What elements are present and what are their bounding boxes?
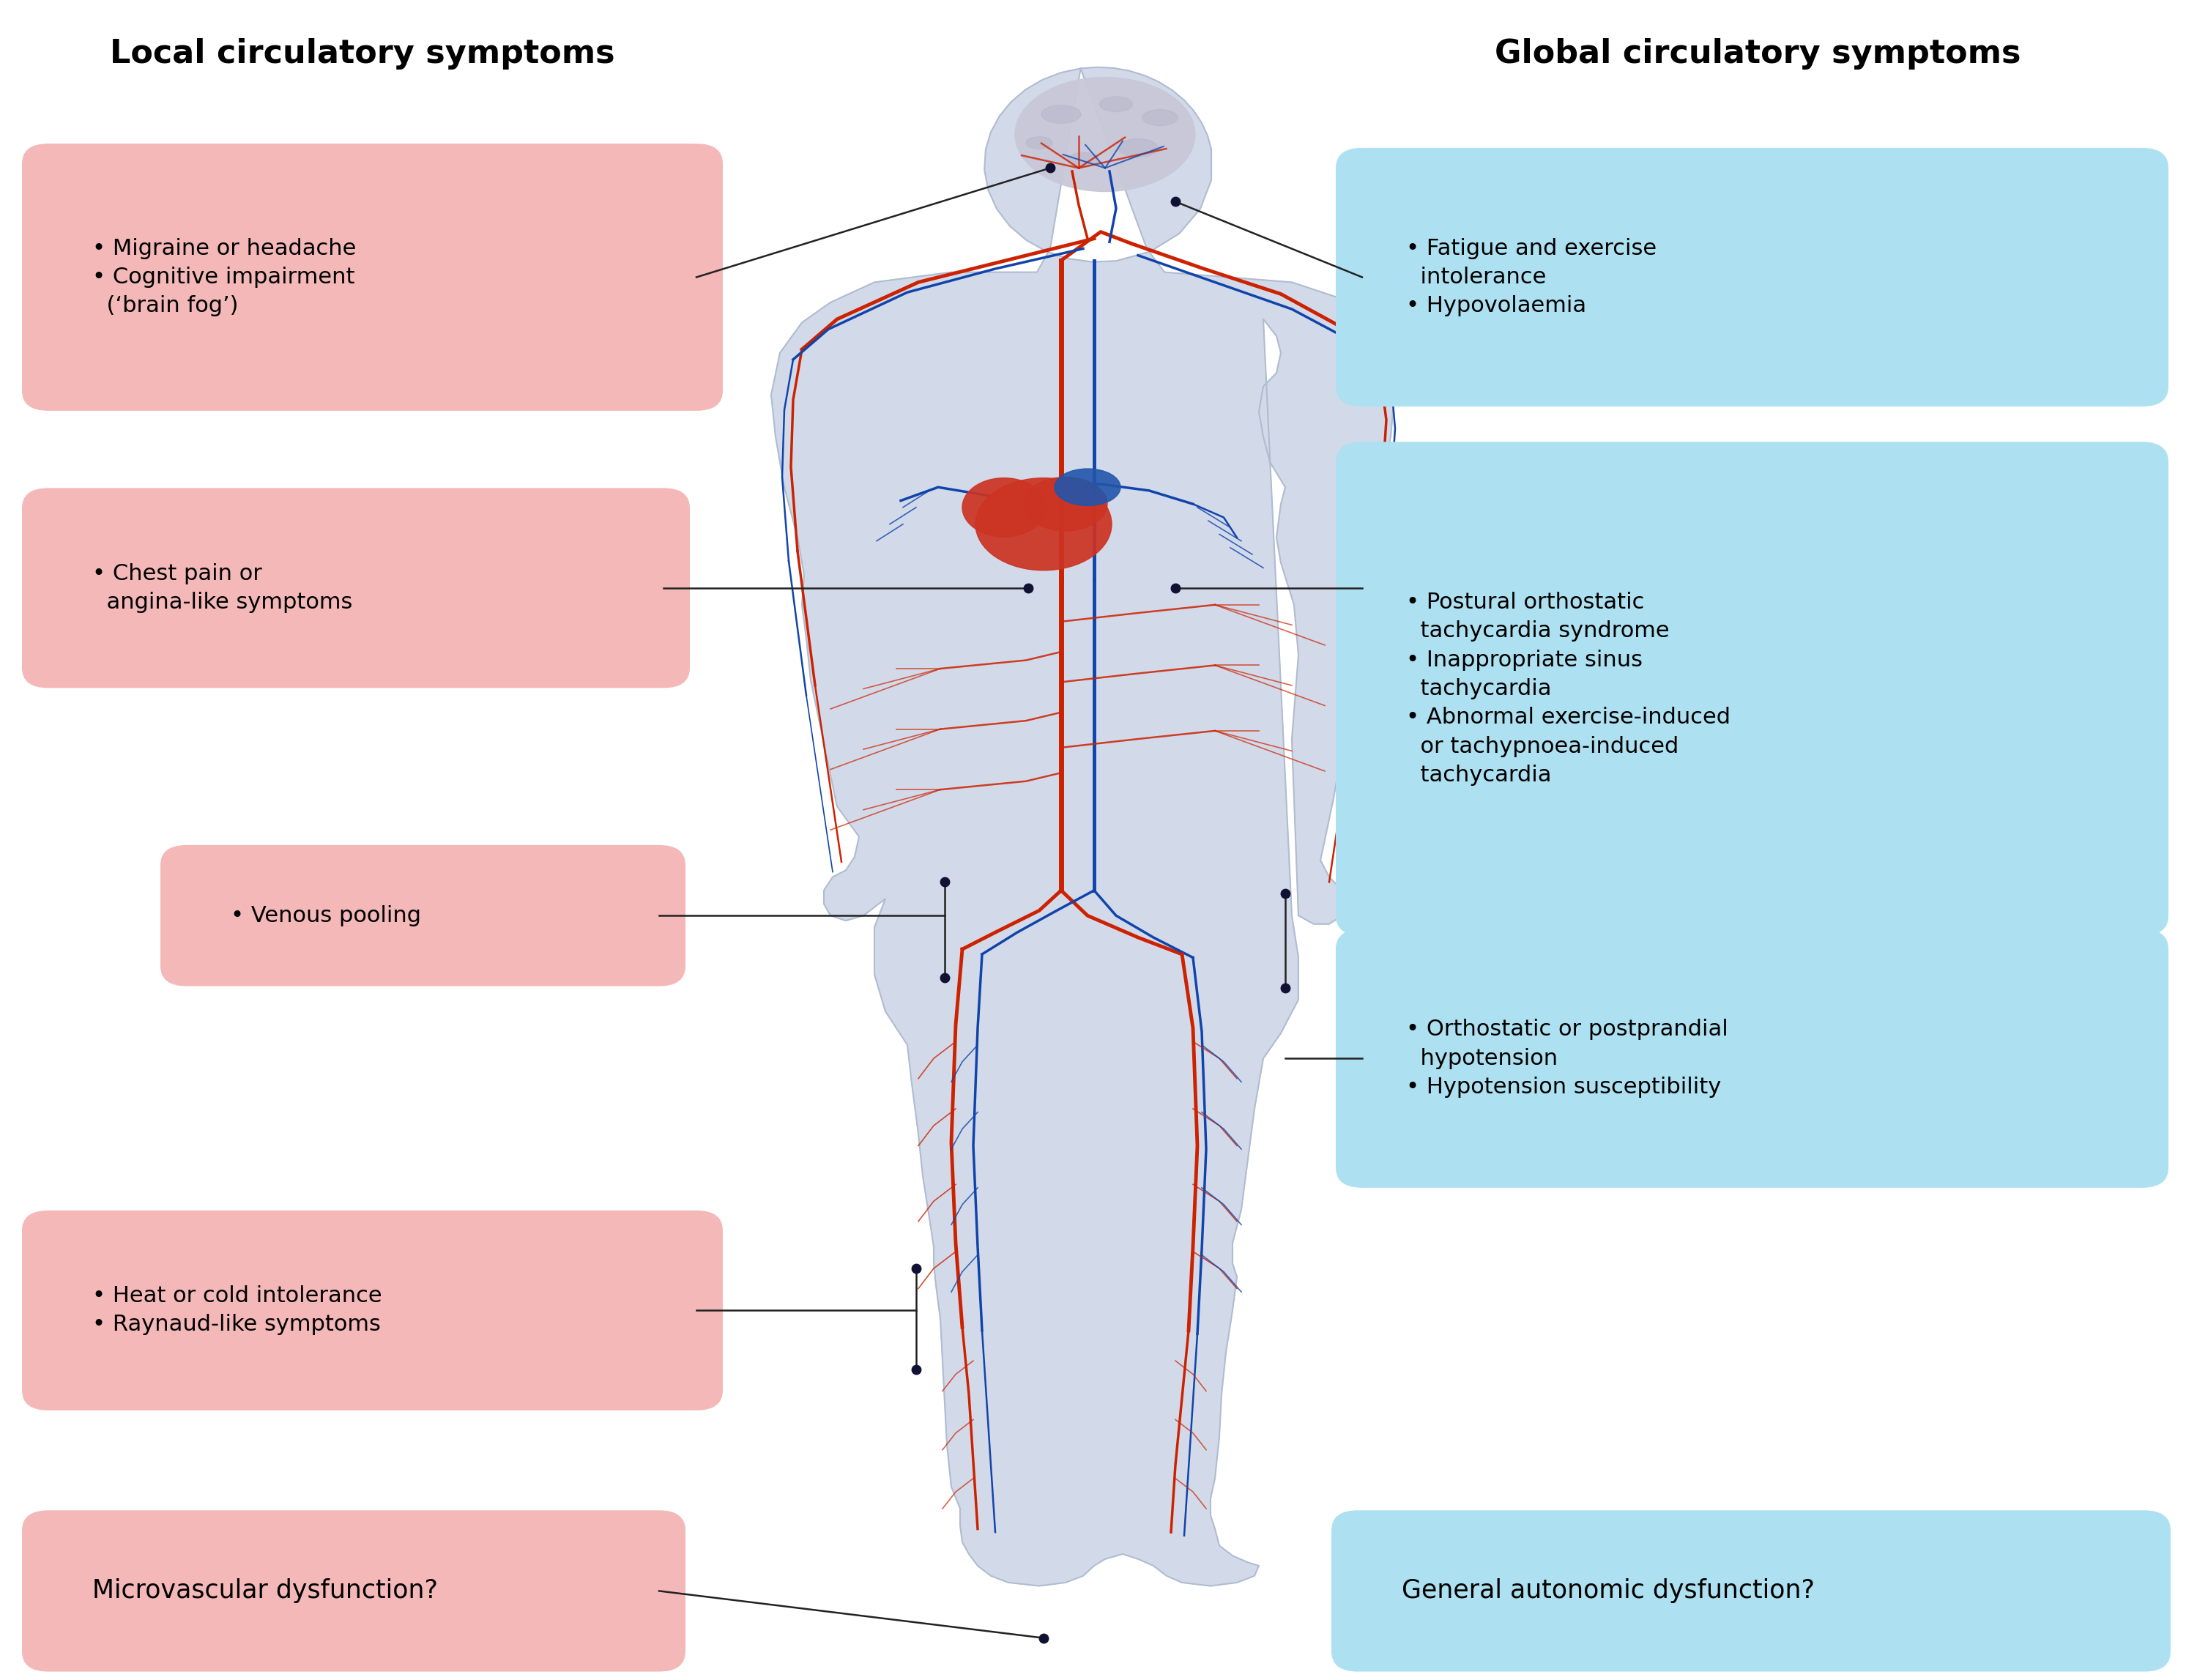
Ellipse shape [1068, 153, 1098, 166]
FancyBboxPatch shape [1336, 929, 2168, 1188]
FancyBboxPatch shape [22, 487, 690, 689]
Ellipse shape [962, 477, 1046, 536]
Text: • Postural orthostatic
  tachycardia syndrome
• Inappropriate sinus
  tachycardi: • Postural orthostatic tachycardia syndr… [1406, 591, 1731, 786]
Text: Microvascular dysfunction?: Microvascular dysfunction? [92, 1579, 437, 1603]
Ellipse shape [975, 477, 1112, 570]
FancyBboxPatch shape [22, 1510, 685, 1672]
FancyBboxPatch shape [1336, 442, 2168, 936]
FancyBboxPatch shape [1336, 148, 2168, 407]
Polygon shape [771, 67, 1395, 1586]
Ellipse shape [1118, 139, 1158, 156]
Text: Global circulatory symptoms: Global circulatory symptoms [1494, 39, 2021, 69]
Text: • Chest pain or
  angina-like symptoms: • Chest pain or angina-like symptoms [92, 563, 352, 613]
Ellipse shape [1026, 136, 1052, 150]
Ellipse shape [1024, 477, 1107, 531]
FancyBboxPatch shape [160, 845, 685, 986]
Text: • Heat or cold intolerance
• Raynaud-like symptoms: • Heat or cold intolerance • Raynaud-lik… [92, 1285, 382, 1336]
FancyBboxPatch shape [22, 144, 723, 410]
Text: Local circulatory symptoms: Local circulatory symptoms [110, 39, 615, 69]
Text: General autonomic dysfunction?: General autonomic dysfunction? [1402, 1579, 1815, 1603]
FancyBboxPatch shape [22, 1210, 723, 1411]
Ellipse shape [1041, 106, 1081, 123]
Text: • Migraine or headache
• Cognitive impairment
  (‘brain fog’): • Migraine or headache • Cognitive impai… [92, 239, 356, 316]
Ellipse shape [1098, 96, 1134, 111]
FancyBboxPatch shape [1331, 1510, 2171, 1672]
Text: • Fatigue and exercise
  intolerance
• Hypovolaemia: • Fatigue and exercise intolerance • Hyp… [1406, 239, 1657, 316]
Ellipse shape [1055, 469, 1120, 506]
Text: • Venous pooling: • Venous pooling [231, 906, 422, 926]
Ellipse shape [1015, 77, 1195, 192]
Ellipse shape [1142, 109, 1178, 126]
Text: • Orthostatic or postprandial
  hypotension
• Hypotension susceptibility: • Orthostatic or postprandial hypotensio… [1406, 1020, 1729, 1097]
